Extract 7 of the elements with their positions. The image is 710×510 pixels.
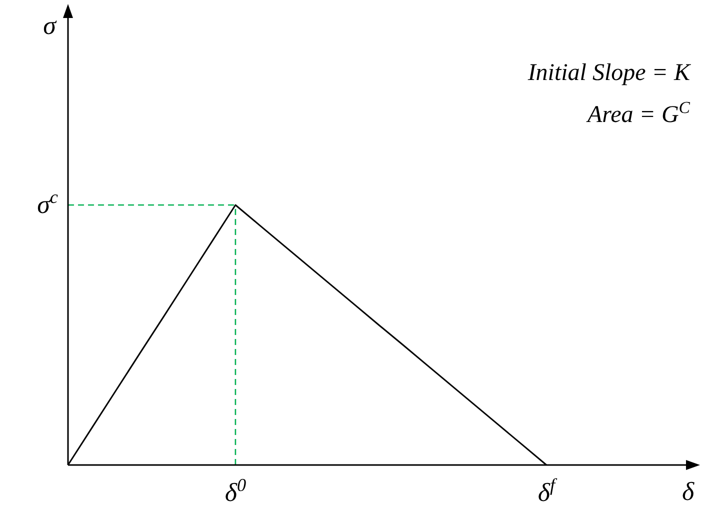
x-axis-title: δ bbox=[682, 477, 695, 506]
x-tick-label: δ$^{0}$ bbox=[224, 475, 246, 507]
ref-line-label: σ$^{c}$ bbox=[37, 187, 58, 219]
text: Initial Slope = K bbox=[526, 60, 692, 86]
text: σ bbox=[43, 11, 58, 40]
x-tick-label: δ$^{f}$ bbox=[538, 475, 558, 507]
text: Area = G$^{C}$ bbox=[586, 98, 691, 128]
